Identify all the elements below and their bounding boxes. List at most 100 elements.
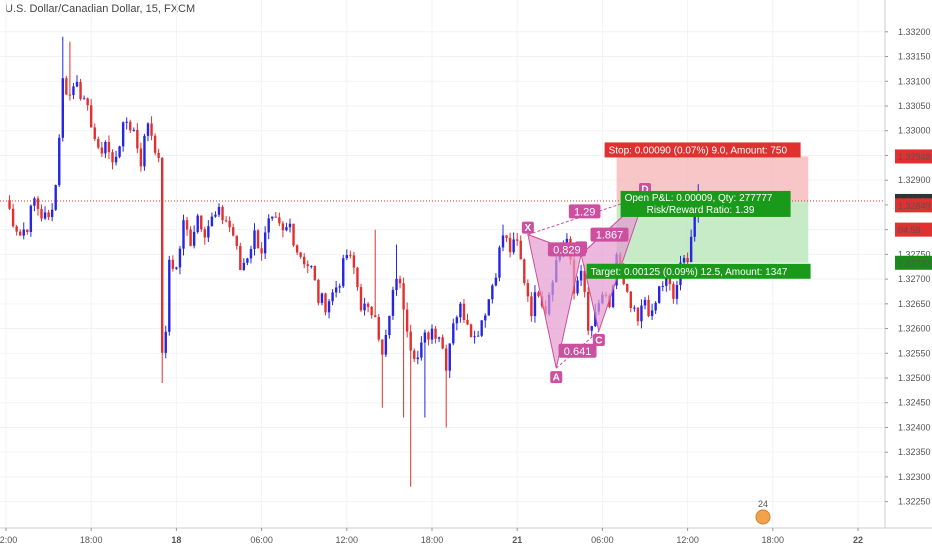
candle-body	[82, 98, 86, 100]
candle-body	[640, 305, 643, 322]
candle-body	[242, 262, 246, 271]
candle-body	[587, 291, 590, 331]
candle-body	[672, 284, 675, 299]
candle-body	[214, 214, 217, 217]
y-tick-label: 1.32550	[898, 348, 931, 358]
candle-body	[104, 142, 107, 154]
candle-body	[50, 209, 54, 218]
candle-body	[516, 239, 519, 241]
candle-body	[239, 246, 242, 271]
candle-body	[633, 307, 636, 309]
candle-body	[68, 94, 72, 96]
candle-body	[519, 240, 522, 260]
candle-body	[686, 257, 689, 263]
candle-body	[303, 256, 306, 265]
pattern-line-ac	[555, 330, 600, 369]
candle-body	[189, 229, 192, 246]
y-tick-label: 1.32600	[898, 324, 931, 334]
pattern-point-label: X	[525, 223, 532, 234]
candle-body	[203, 229, 206, 238]
pattern-point-c[interactable]	[592, 334, 605, 347]
candle-body	[185, 220, 189, 230]
candle-body	[285, 227, 288, 231]
candle-body	[441, 337, 444, 349]
stop-label-box[interactable]	[604, 142, 801, 158]
candle-body	[278, 217, 281, 224]
x-tick-label: 06:00	[250, 535, 273, 545]
candle-body	[338, 286, 341, 288]
candle-body	[153, 135, 157, 153]
ratio-label: 1.29	[574, 206, 595, 218]
candle-body	[58, 137, 61, 186]
candle-body	[452, 323, 455, 344]
candle-body	[494, 277, 498, 286]
y-tick-label: 1.32700	[898, 274, 931, 284]
candle-body	[459, 303, 462, 318]
candle-body	[334, 287, 338, 293]
pattern-triangle-bcd[interactable]	[580, 195, 646, 333]
candle-body	[132, 129, 135, 131]
x-tick-label: 21	[512, 535, 522, 545]
x-tick-label: 06:00	[591, 535, 614, 545]
candle-body	[455, 317, 459, 324]
candle-body	[420, 342, 423, 358]
candle-body	[249, 249, 253, 259]
candle-body	[100, 147, 104, 154]
candle-body	[512, 239, 515, 253]
x-tick-label: 18:00	[762, 535, 785, 545]
candle-body	[11, 208, 15, 227]
y-tick-label: 1.33100	[898, 76, 931, 86]
candle-body	[689, 236, 693, 263]
candle-body	[29, 205, 33, 232]
price-tag-timer	[895, 222, 932, 237]
x-tick-label: 12:00	[0, 535, 17, 545]
candle-body	[508, 237, 512, 253]
candle-body	[523, 259, 526, 284]
candle-body	[693, 215, 696, 237]
candle-body	[345, 255, 348, 259]
candle-body	[661, 285, 664, 287]
y-tick-label: 1.32750	[898, 249, 931, 259]
candle-body	[405, 309, 409, 332]
y-tick-label: 1.32500	[898, 373, 931, 383]
candle-body	[43, 212, 47, 219]
pnl-box[interactable]	[620, 190, 791, 217]
candle-body	[370, 306, 373, 316]
candle-body	[178, 248, 182, 268]
chart-title: U.S. Dollar/Canadian Dollar, 15, FXCM	[5, 3, 196, 15]
candle-body	[125, 121, 128, 123]
candle-body	[306, 264, 309, 267]
candle-body	[47, 212, 50, 218]
candle-body	[352, 255, 356, 268]
target-label-box[interactable]	[586, 263, 811, 279]
candle-body	[107, 142, 111, 153]
candle-body	[288, 223, 292, 228]
candle-body	[281, 223, 285, 231]
candle-body	[256, 230, 260, 249]
ratio-label-box	[547, 242, 586, 257]
candle-body	[434, 328, 437, 339]
candle-body	[366, 303, 370, 307]
candle-body	[36, 198, 40, 209]
candle-body	[295, 245, 299, 253]
candle-body	[232, 227, 235, 236]
candle-body	[484, 315, 487, 321]
candle-body	[221, 206, 224, 221]
candle-body	[217, 206, 221, 215]
candle-body	[349, 255, 352, 257]
candle-body	[629, 291, 632, 308]
candle-body	[210, 216, 214, 227]
candle-body	[40, 208, 43, 219]
pattern-point-x[interactable]	[521, 221, 534, 234]
pattern-point-label: D	[641, 185, 648, 196]
candle-body	[271, 216, 274, 219]
pattern-point-label: A	[553, 373, 560, 384]
candle-body	[75, 81, 79, 87]
candle-body	[668, 274, 672, 285]
candle-body	[317, 279, 320, 303]
candle-body	[427, 332, 430, 340]
candle-body	[391, 289, 395, 316]
pattern-point-a[interactable]	[550, 371, 563, 384]
risk-reward-label: Risk/Reward Ratio: 1.39	[647, 205, 755, 216]
